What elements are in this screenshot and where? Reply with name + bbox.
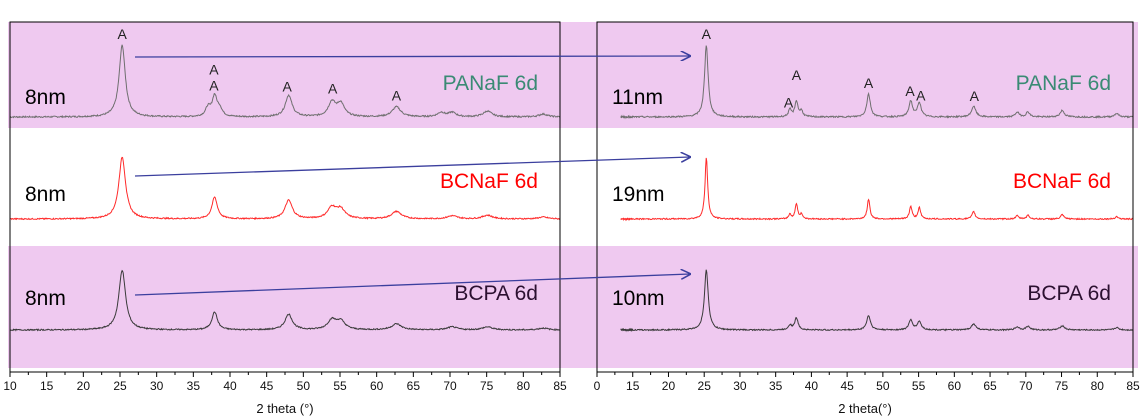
x-tick-label: 70	[443, 379, 457, 393]
peak-annotation-label: A	[970, 88, 980, 104]
x-tick-label: 20	[77, 379, 91, 393]
peak-shift-arrow	[134, 274, 690, 296]
peak-annotation-label: A	[209, 78, 219, 94]
x-tick-label: 60	[370, 379, 384, 393]
sample-name-label: PANaF 6d	[443, 72, 538, 95]
peak-annotation-label: A	[916, 87, 926, 103]
peak-shift-arrow	[134, 157, 690, 177]
sample-name-label: PANaF 6d	[1016, 72, 1111, 95]
xrd-trace	[9, 269, 560, 332]
crystallite-size-label: 10nm	[612, 287, 665, 310]
x-tick-label: 15	[40, 379, 54, 393]
x-axis-title: 2 theta(°)	[838, 401, 892, 416]
x-axes: 10 15 20 25 30 35 40 45 50 55 60 65 70 75 80 85 2 theta …	[3, 372, 1140, 416]
row-highlight-band	[8, 246, 1138, 368]
crystallite-size-label: 19nm	[612, 183, 665, 206]
sample-name-label: BCPA 6d	[454, 282, 538, 305]
x-tick-label: 40	[223, 379, 237, 393]
x-tick-label: 30	[733, 379, 747, 393]
x-tick-label: 25	[113, 379, 127, 393]
highlight-bands	[8, 22, 1138, 368]
crystallite-size-label: 11nm	[612, 86, 663, 109]
x-tick-label: 65	[983, 379, 997, 393]
peak-annotation-label: A	[905, 83, 915, 99]
x-tick-label: 60	[948, 379, 962, 393]
x-tick-label: 75	[480, 379, 494, 393]
peak-annotation-label: A	[118, 26, 128, 42]
peak-annotation-label: A	[209, 62, 219, 78]
x-tick-label: 55	[912, 379, 926, 393]
x-tick-label: 80	[517, 379, 531, 393]
x-tick-label: 35	[187, 379, 201, 393]
x-axis-title: 2 theta (°)	[256, 401, 313, 416]
shift-arrows	[134, 56, 690, 296]
x-tick-label: 80	[1091, 379, 1105, 393]
sample-name-label: BCNaF 6d	[440, 170, 538, 193]
xrd-traces	[9, 44, 1134, 333]
xrd-trace	[9, 156, 561, 221]
x-tick-label: 85	[553, 379, 567, 393]
sample-name-label: BCPA 6d	[1027, 282, 1111, 305]
xrd-trace	[620, 45, 1134, 120]
x-tick-label: 40	[805, 379, 819, 393]
crystallite-size-label: 8nm	[25, 86, 66, 109]
x-tick-label: 65	[407, 379, 421, 393]
xrd-trace	[620, 269, 1134, 333]
x-tick-label: 45	[840, 379, 854, 393]
xrd-trace	[620, 157, 1133, 222]
peak-annotation-label: A	[864, 75, 874, 91]
x-tick-label: 75	[1055, 379, 1069, 393]
peak-annotation-label: A	[784, 95, 794, 111]
x-tick-label: 25	[698, 379, 712, 393]
x-tick-label: 55	[333, 379, 347, 393]
x-tick-label: 0	[594, 379, 601, 393]
x-tick-label: 70	[1019, 379, 1033, 393]
peak-annotation-label: A	[702, 26, 712, 42]
x-tick-label: 50	[876, 379, 890, 393]
x-tick-label: 50	[297, 379, 311, 393]
x-tick-label: 85	[1126, 379, 1140, 393]
x-tick-label: 30	[150, 379, 164, 393]
crystallite-size-label: 8nm	[25, 183, 66, 206]
x-tick-label: 15	[626, 379, 640, 393]
x-tick-label: 20	[662, 379, 676, 393]
peak-annotation-label: A	[328, 81, 338, 97]
x-tick-label: 35	[769, 379, 783, 393]
peak-annotation-label: A	[283, 79, 293, 95]
peak-annotation-label: A	[392, 88, 402, 104]
crystallite-size-label: 8nm	[25, 287, 66, 310]
x-tick-label: 45	[260, 379, 274, 393]
peak-annotation-label: A	[792, 67, 802, 83]
peak-shift-arrow	[134, 56, 690, 57]
xrd-trace	[9, 44, 561, 119]
x-tick-label: 10	[3, 379, 17, 393]
row-highlight-band	[8, 22, 1138, 128]
sample-name-label: BCNaF 6d	[1013, 170, 1111, 193]
